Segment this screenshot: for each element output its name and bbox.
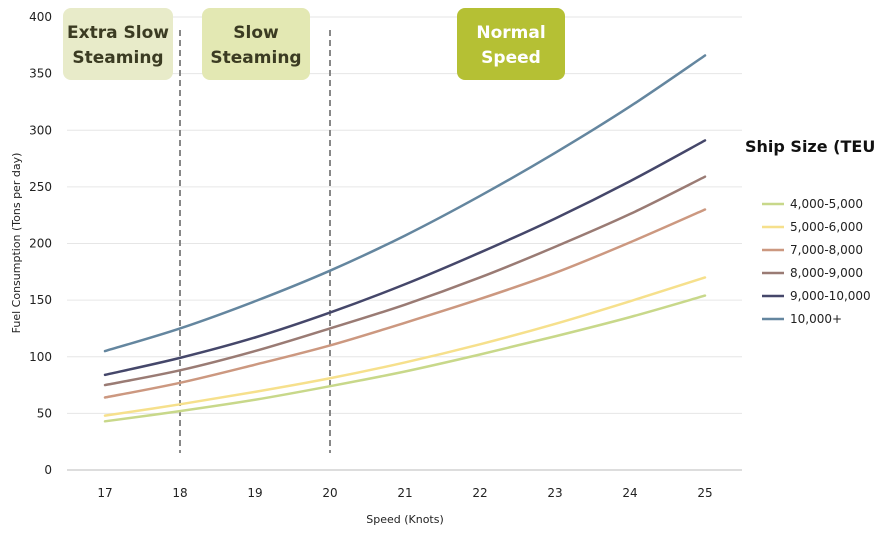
y-tick-label: 0 — [44, 463, 52, 477]
zone-label: Normal — [476, 23, 545, 43]
y-tick-label: 250 — [29, 180, 52, 194]
x-tick-label: 23 — [547, 486, 562, 500]
x-tick-label: 21 — [397, 486, 412, 500]
x-tick-label: 20 — [322, 486, 337, 500]
series-line-1 — [103, 294, 707, 423]
series-line-5 — [103, 139, 707, 377]
y-axis-title: Fuel Consumption (Tons per day) — [10, 153, 23, 334]
zone-label: Steaming — [72, 48, 163, 68]
y-tick-label: 200 — [29, 237, 52, 251]
x-tick-label: 24 — [622, 486, 637, 500]
speed-zone-1: Extra Slow Steaming — [63, 8, 173, 80]
speed-zone-3: Normal Speed — [457, 8, 565, 80]
legend: 4,000-5,000 5,000-6,000 7,000-8,000 8,000-9… — [762, 197, 871, 326]
y-axis-ticks: 0 50 100 150 200 250 300 350 400 — [29, 10, 52, 477]
series-line-6 — [103, 54, 707, 353]
y-tick-label: 100 — [29, 350, 52, 364]
x-tick-label: 22 — [472, 486, 487, 500]
legend-label: 7,000-8,000 — [790, 243, 863, 257]
grid-lines — [67, 16, 742, 471]
legend-title: Ship Size (TEU) — [745, 137, 875, 156]
y-tick-label: 150 — [29, 293, 52, 307]
zone-label: Speed — [481, 48, 541, 68]
zone-box — [63, 8, 173, 80]
legend-label: 9,000-10,000 — [790, 289, 871, 303]
x-tick-label: 25 — [697, 486, 712, 500]
x-axis-title: Speed (Knots) — [366, 513, 444, 526]
zone-box — [457, 8, 565, 80]
legend-label: 4,000-5,000 — [790, 197, 863, 211]
series-line-2 — [103, 276, 707, 417]
x-tick-label: 18 — [172, 486, 187, 500]
y-tick-label: 50 — [37, 406, 52, 420]
x-tick-label: 17 — [97, 486, 112, 500]
zone-label: Slow — [233, 23, 279, 43]
zone-label: Extra Slow — [67, 23, 169, 43]
legend-label: 5,000-6,000 — [790, 220, 863, 234]
speed-zone-2: Slow Steaming — [202, 8, 310, 80]
series-lines — [103, 54, 707, 423]
legend-label: 8,000-9,000 — [790, 266, 863, 280]
y-tick-label: 350 — [29, 67, 52, 81]
speed-zones: Extra Slow Steaming Slow Steaming Normal Spee… — [63, 8, 565, 80]
x-axis-ticks: 17 18 19 20 21 22 23 24 25 — [97, 486, 712, 500]
legend-label: 10,000+ — [790, 312, 842, 326]
series-line-4 — [103, 175, 707, 387]
series-line-3 — [103, 208, 707, 399]
y-tick-label: 300 — [29, 123, 52, 137]
x-tick-label: 19 — [247, 486, 262, 500]
zone-label: Steaming — [210, 48, 301, 68]
zone-box — [202, 8, 310, 80]
y-tick-label: 400 — [29, 10, 52, 24]
